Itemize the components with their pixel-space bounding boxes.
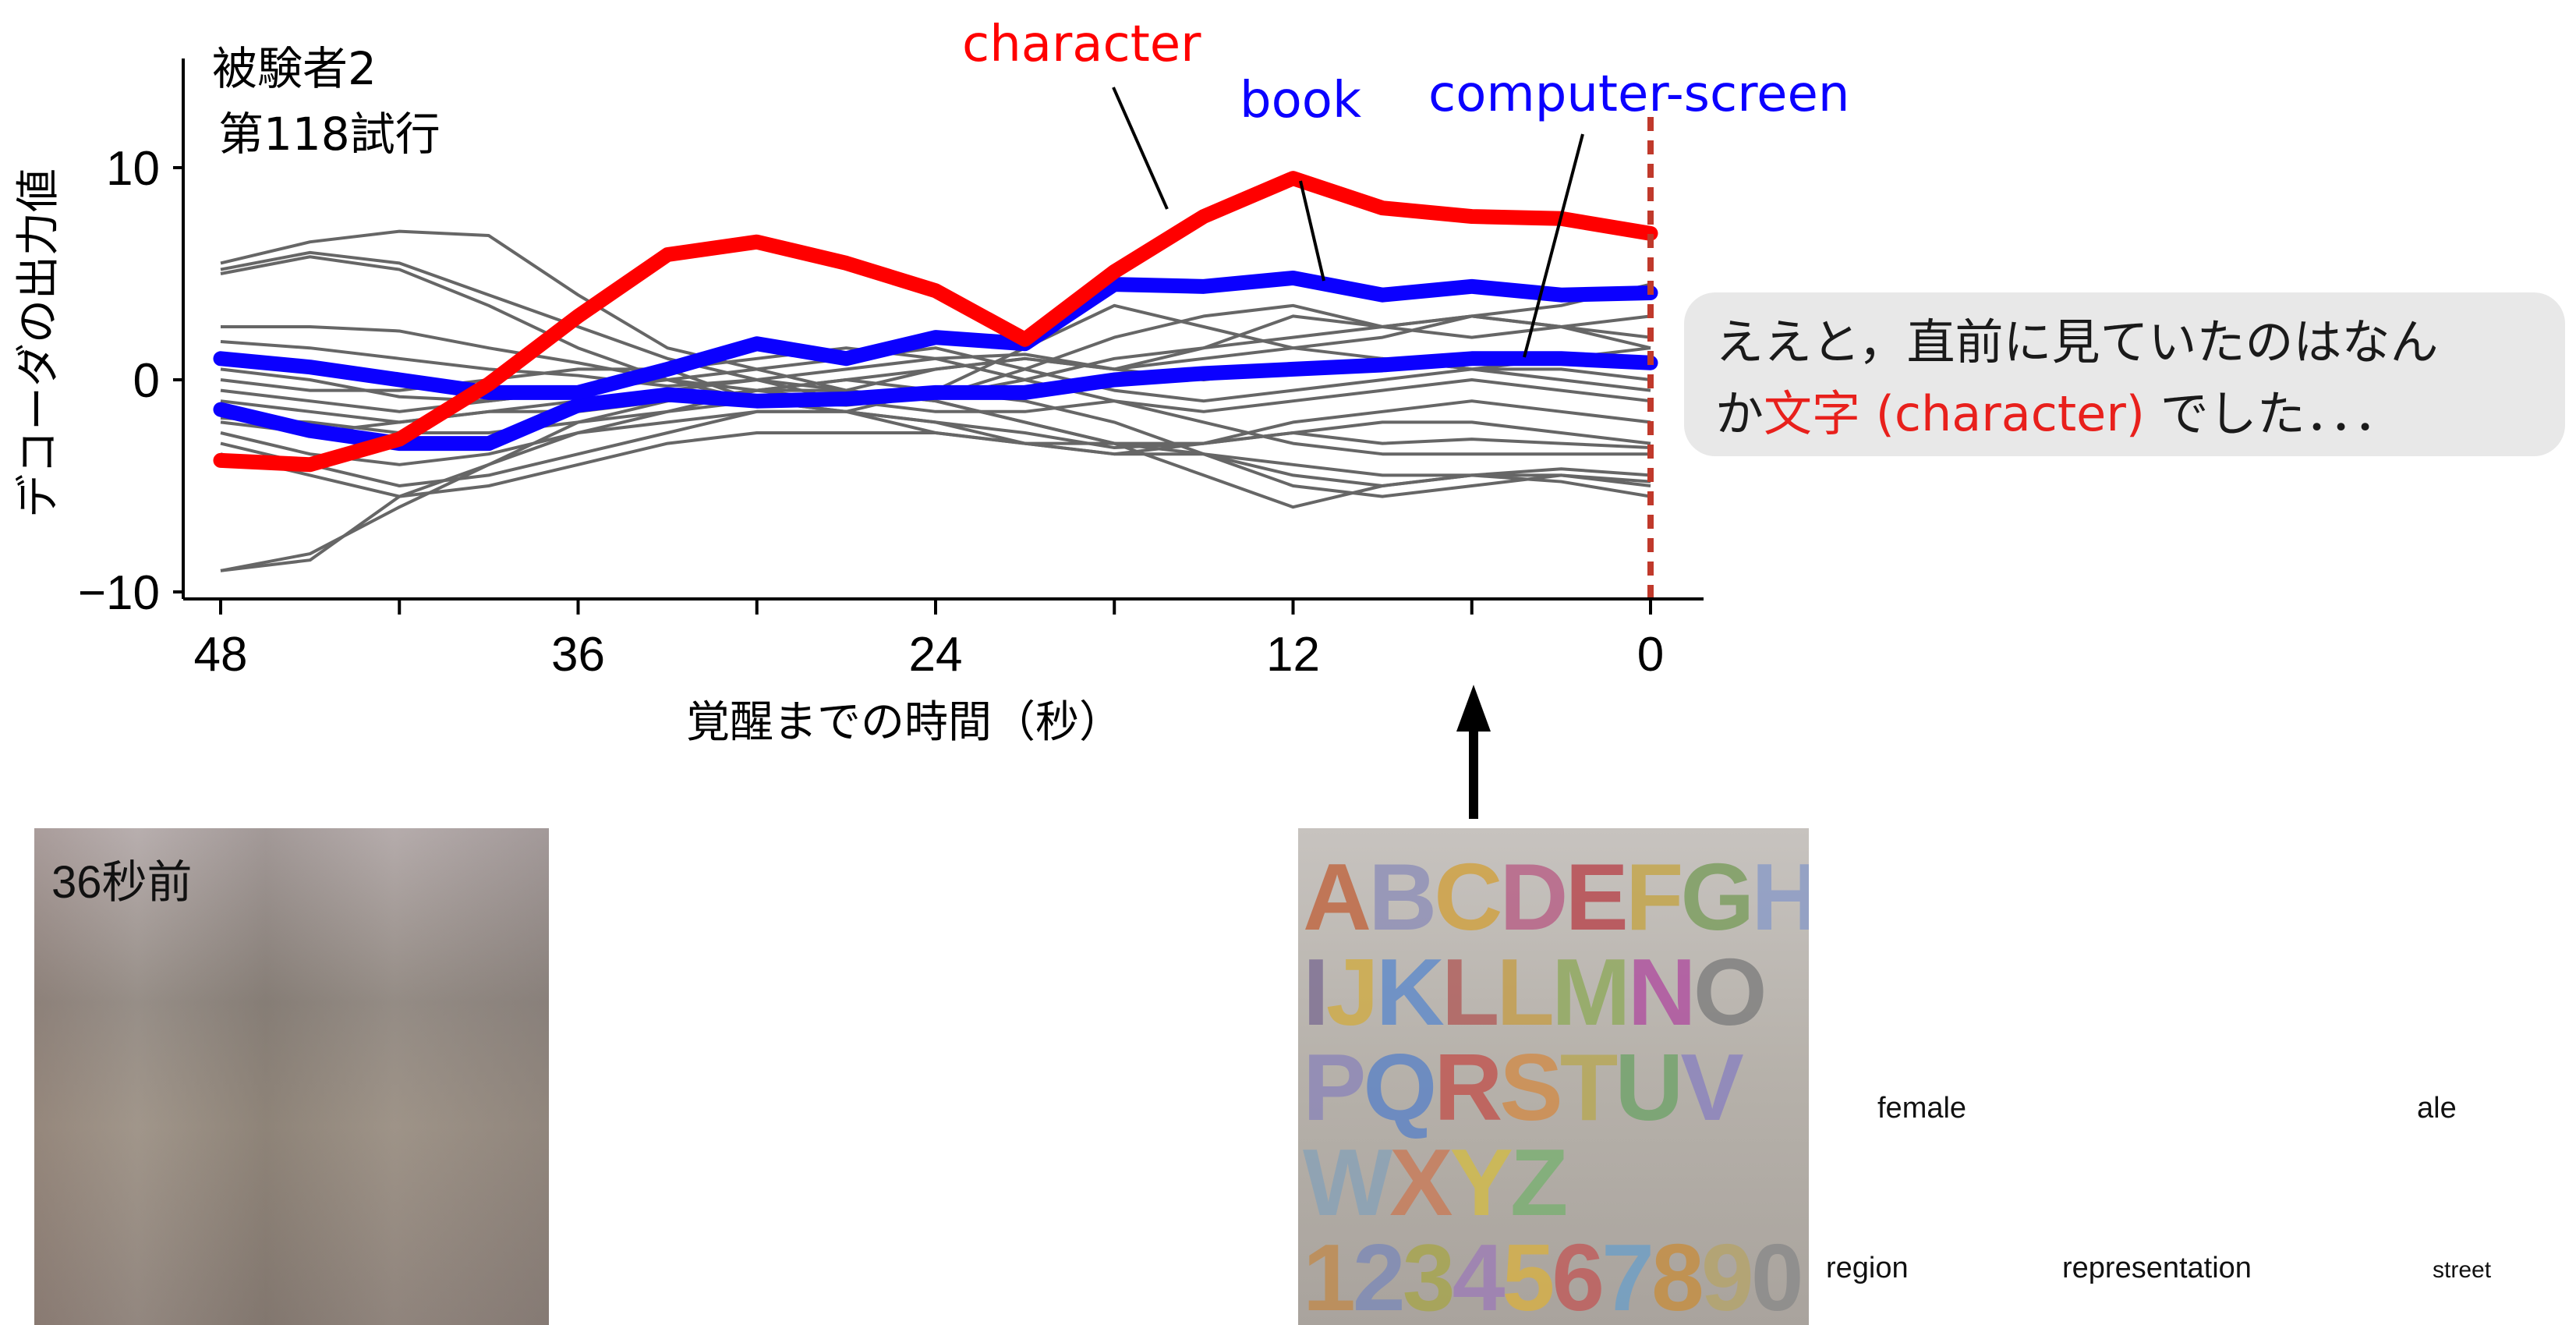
letter-glyph: Q (1363, 1034, 1437, 1140)
word-label: ale (2417, 1092, 2457, 1125)
letter-glyph: 0 (1750, 1224, 1804, 1325)
x-tick-label: 12 (1266, 628, 1320, 682)
letter-glyph: C (1434, 844, 1502, 950)
word-label: street (2433, 1257, 2492, 1283)
x-tick-label: 48 (194, 628, 248, 682)
x-tick-label: 36 (551, 628, 605, 682)
letter-glyph: N (1627, 939, 1697, 1045)
arrow-shaft (1469, 725, 1478, 819)
annotation-subject: 被験者2 (212, 42, 377, 95)
letter-glyph: X (1389, 1129, 1453, 1235)
letter-glyph: 4 (1452, 1224, 1506, 1325)
background-series-line (220, 388, 1651, 572)
letter-row: ABCDEFGH (1303, 842, 1809, 951)
letter-glyph: 1 (1303, 1224, 1356, 1325)
arrow-up-icon (1456, 685, 1491, 732)
leader-line-computer-screen (1523, 133, 1584, 358)
letter-glyph: F (1625, 844, 1684, 950)
letter-glyph: R (1434, 1034, 1502, 1140)
letter-glyph: 2 (1352, 1224, 1406, 1325)
reconstruction-36s-before: 36秒前 (34, 828, 549, 1325)
bubble-line-1: ええと，直前に見ていたのはなん (1715, 314, 2439, 370)
series-line-book (213, 270, 1658, 400)
letter-glyph: U (1615, 1034, 1683, 1140)
letter-glyph: D (1499, 844, 1568, 950)
letter-glyph: J (1325, 939, 1379, 1045)
letter-glyph: 7 (1601, 1224, 1654, 1325)
letter-glyph: L (1496, 939, 1555, 1045)
bubble-highlight-character: 文字 (character) (1764, 385, 2145, 442)
word-label: representation (2062, 1252, 2252, 1284)
y-tick-label: −10 (78, 566, 160, 620)
letter-row: PQRSTUV (1303, 1033, 1809, 1142)
letter-glyph: Z (1509, 1129, 1569, 1235)
letter-glyph: O (1693, 939, 1767, 1045)
letter-glyph: S (1499, 1034, 1562, 1140)
letter-glyph: H (1751, 844, 1809, 950)
letter-glyph: E (1565, 844, 1628, 950)
x-tick-label: 24 (909, 628, 963, 682)
letter-glyph: I (1303, 939, 1329, 1045)
annotation-trial: 第118試行 (218, 108, 441, 161)
letter-glyph: L (1441, 939, 1500, 1045)
word-label: female (1877, 1092, 1967, 1125)
series-line-computer-screen (213, 351, 1658, 452)
reconstruction-letters: ABCDEFGH IJKLLMNO PQRSTUV WXYZ 1234567890 (1298, 828, 1809, 1325)
letter-glyph: A (1303, 844, 1371, 950)
letter-glyph: Y (1449, 1129, 1513, 1235)
letter-glyph: V (1680, 1034, 1743, 1140)
bubble-line-2: か文字 (character) でした．．． (1715, 378, 2534, 450)
letter-glyph: 5 (1502, 1224, 1555, 1325)
y-axis-label: デコーダの出力値 (13, 168, 64, 518)
x-axis-label: 覚醒までの時間（秒） (686, 697, 1123, 748)
letter-glyph: 8 (1651, 1224, 1704, 1325)
background-series-line (220, 431, 1651, 498)
legend-label-computer-screen: computer-screen (1428, 66, 1849, 123)
word-label: region (1826, 1252, 1909, 1284)
background-series-line (220, 388, 1651, 456)
leader-line-character (1112, 87, 1169, 210)
leader-line-book (1299, 180, 1325, 282)
letter-glyph: W (1303, 1129, 1392, 1235)
background-series-line (220, 399, 1651, 450)
letter-row: IJKLLMNO (1303, 937, 1809, 1047)
letter-glyph: 9 (1700, 1224, 1754, 1325)
y-tick-label: 0 (133, 354, 160, 408)
legend-label-book: book (1240, 72, 1361, 129)
letter-glyph: 3 (1402, 1224, 1456, 1325)
thumb-label-36s: 36秒前 (51, 857, 193, 908)
letter-glyph: M (1551, 939, 1631, 1045)
letter-glyph: B (1368, 844, 1437, 950)
letter-row: WXYZ (1303, 1128, 1809, 1237)
x-tick-label: 0 (1637, 628, 1664, 682)
bubble-line-2-post: でした．．． (2145, 385, 2402, 442)
bubble-line-2-pre: か (1715, 385, 1764, 442)
letter-row: 1234567890 (1303, 1223, 1809, 1325)
y-tick-label: 10 (106, 142, 160, 196)
legend-label-character: character (962, 16, 1201, 73)
letter-glyph: G (1680, 844, 1754, 950)
speech-bubble: ええと，直前に見ていたのはなん か文字 (character) でした．．． (1684, 292, 2565, 456)
letter-glyph: T (1559, 1034, 1619, 1140)
letter-glyph: 6 (1552, 1224, 1605, 1325)
series-line-character (213, 171, 1658, 473)
letter-glyph: P (1303, 1034, 1366, 1140)
letter-glyph: K (1375, 939, 1445, 1045)
